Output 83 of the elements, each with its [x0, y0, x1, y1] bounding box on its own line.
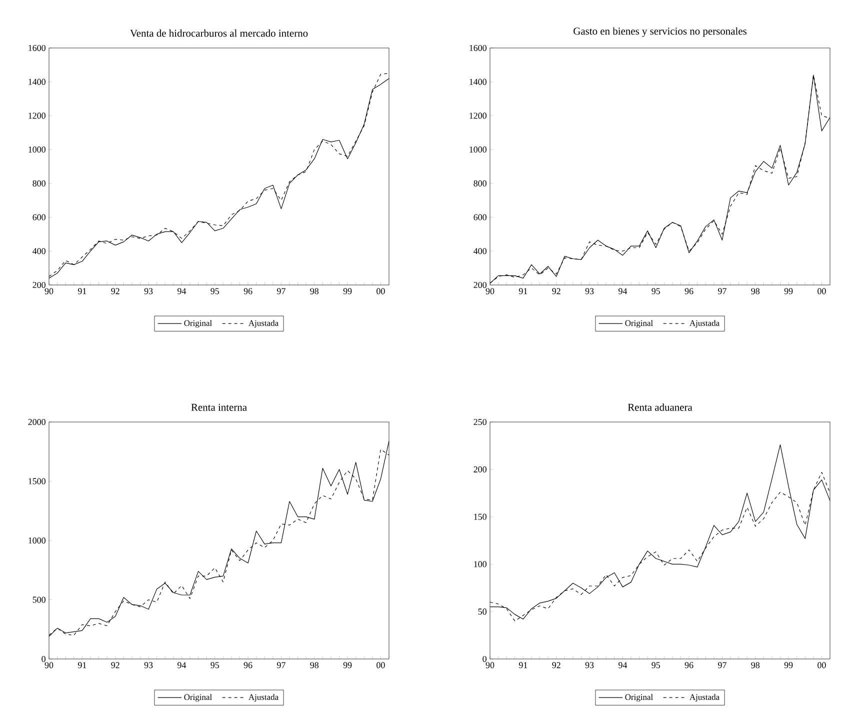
- legend-label: Original: [184, 320, 212, 328]
- y-tick-label: 100: [474, 561, 486, 568]
- legend-label: Ajustada: [248, 320, 278, 328]
- x-tick-label: 95: [652, 288, 660, 294]
- y-tick-label: 600: [474, 214, 486, 220]
- x-tick-label: 00: [376, 288, 385, 294]
- y-tick-label: 150: [474, 514, 486, 520]
- x-tick-label: 00: [376, 662, 385, 668]
- y-tick-label: 1600: [28, 44, 46, 52]
- x-tick-label: 99: [784, 662, 793, 668]
- x-tick-label: 97: [277, 662, 286, 668]
- x-tick-label: 91: [518, 662, 528, 668]
- y-tick-label: 500: [32, 596, 46, 603]
- x-tick-label: 98: [751, 662, 760, 668]
- chart-title: Gasto en bienes y servicios no personales: [574, 27, 746, 37]
- y-tick-label: 1000: [28, 146, 46, 153]
- x-tick-label: 96: [684, 288, 694, 294]
- x-tick-label: 90: [44, 662, 54, 668]
- chart-title: Venta de hidrocarburos al mercado interno: [130, 29, 308, 37]
- y-tick-label: 1500: [28, 478, 46, 484]
- y-tick-label: 1600: [470, 44, 486, 52]
- y-tick-label: 200: [474, 466, 486, 472]
- x-tick-label: 92: [111, 288, 120, 294]
- x-tick-label: 99: [343, 662, 352, 668]
- x-tick-label: 93: [585, 288, 594, 294]
- x-tick-label: 96: [244, 288, 252, 294]
- x-tick-label: 97: [718, 662, 726, 668]
- x-tick-label: 91: [78, 288, 86, 294]
- x-tick-label: 00: [818, 662, 826, 668]
- x-tick-label: 92: [111, 662, 120, 668]
- y-tick-label: 0: [42, 656, 46, 662]
- x-tick-label: 98: [310, 288, 319, 294]
- chart-title: Renta aduanera: [628, 403, 692, 411]
- x-tick-label: 91: [78, 662, 86, 668]
- y-tick-label: 1400: [470, 78, 486, 85]
- legend-label: Original: [625, 320, 653, 328]
- y-tick-label: 600: [32, 214, 46, 220]
- y-tick-label: 2000: [28, 418, 46, 426]
- x-tick-label: 95: [652, 662, 660, 668]
- x-tick-label: 94: [618, 662, 628, 668]
- y-tick-label: 200: [32, 282, 46, 288]
- y-tick-label: 1000: [28, 537, 46, 544]
- y-tick-label: 800: [32, 180, 46, 186]
- x-tick-label: 94: [177, 288, 186, 294]
- legend-label: Original: [625, 694, 653, 702]
- legend-label: Ajustada: [248, 694, 278, 702]
- x-tick-label: 97: [277, 288, 286, 294]
- chart-title: Renta interna: [191, 404, 247, 411]
- x-tick-label: 92: [552, 288, 560, 294]
- x-tick-label: 95: [210, 288, 219, 294]
- x-tick-label: 93: [144, 288, 153, 294]
- y-tick-label: 400: [474, 248, 486, 254]
- y-tick-label: 400: [32, 248, 46, 254]
- x-tick-label: 00: [818, 288, 826, 294]
- y-tick-label: 50: [478, 608, 486, 615]
- y-tick-label: 1200: [470, 112, 486, 119]
- y-tick-label: 1400: [28, 78, 46, 85]
- x-tick-label: 97: [718, 288, 726, 294]
- legend-label: Ajustada: [690, 694, 720, 702]
- x-tick-label: 96: [244, 662, 252, 668]
- legend-label: Ajustada: [690, 320, 720, 328]
- y-tick-label: 200: [474, 282, 486, 288]
- y-tick-label: 0: [482, 656, 486, 662]
- x-tick-label: 95: [210, 662, 219, 668]
- y-tick-label: 1200: [28, 112, 46, 119]
- x-tick-label: 90: [44, 288, 54, 294]
- x-tick-label: 96: [684, 662, 694, 668]
- y-tick-label: 1000: [470, 146, 486, 153]
- legend-label: Original: [184, 694, 212, 702]
- x-tick-label: 94: [177, 662, 186, 668]
- x-tick-label: 93: [144, 662, 153, 668]
- y-tick-label: 250: [474, 418, 486, 426]
- x-tick-label: 94: [618, 288, 628, 294]
- x-tick-label: 99: [784, 288, 793, 294]
- x-tick-label: 92: [552, 662, 560, 668]
- x-tick-label: 93: [585, 662, 594, 668]
- x-tick-label: 90: [486, 288, 494, 294]
- x-tick-label: 98: [310, 662, 319, 668]
- x-tick-label: 91: [518, 288, 528, 294]
- y-tick-label: 800: [474, 180, 486, 186]
- x-tick-label: 90: [486, 662, 494, 668]
- x-tick-label: 98: [751, 288, 760, 294]
- x-tick-label: 99: [343, 288, 352, 294]
